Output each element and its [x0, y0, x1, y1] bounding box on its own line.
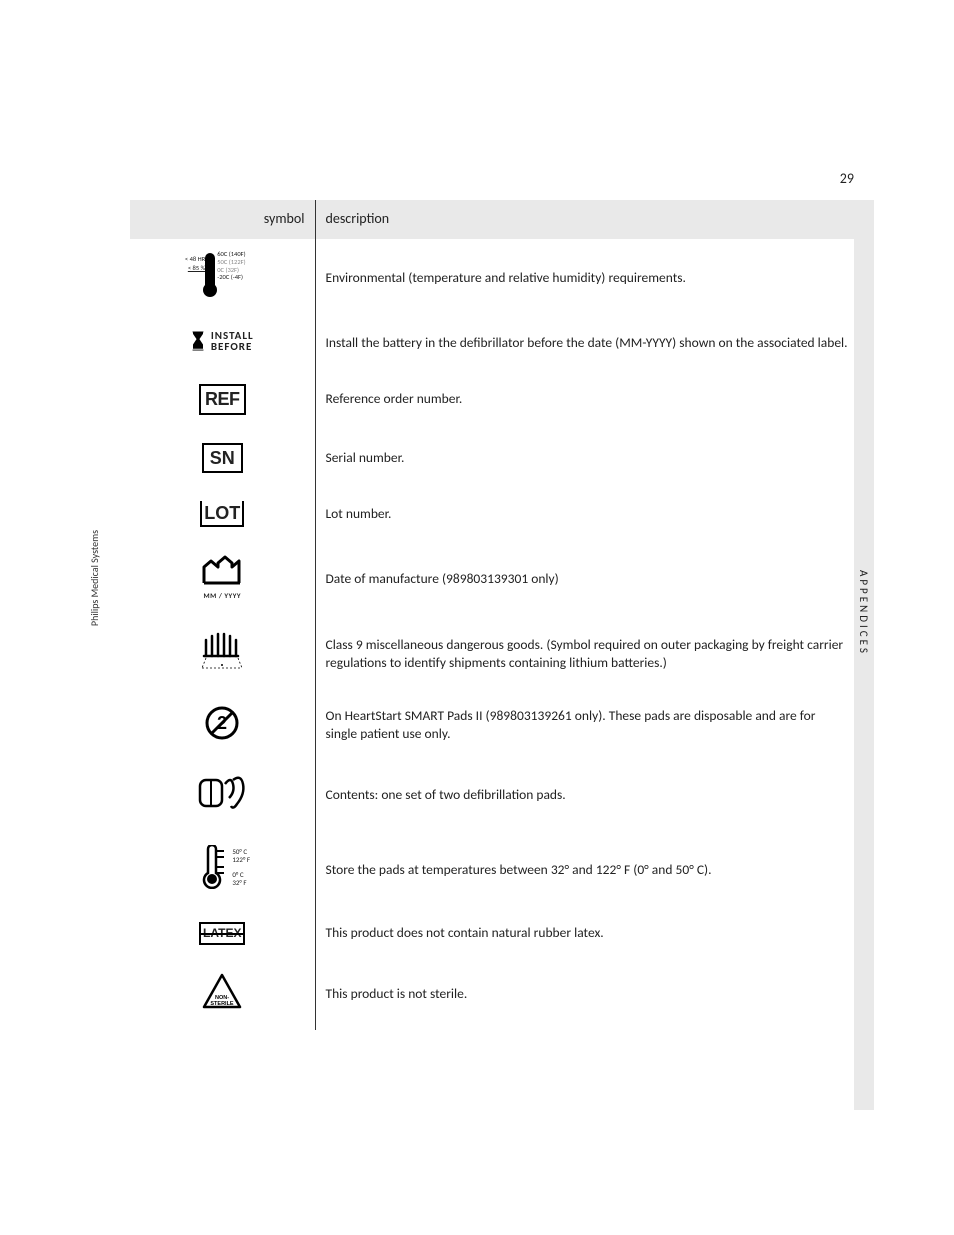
- table: symbol description < 48 HR < 85 %: [130, 200, 860, 1030]
- symbol-cell: 50° C 122° F 0° C 32° F: [130, 831, 315, 908]
- ref-icon: REF: [199, 384, 246, 414]
- latex-free-icon: LATEX: [199, 922, 245, 944]
- lot-icon: LOT: [200, 501, 244, 527]
- table-row: < 48 HR < 85 % 60C (140F) 50C (122F) 0C …: [130, 239, 860, 316]
- table-row: REF Reference order number.: [130, 370, 860, 428]
- table-row: SN Serial number.: [130, 429, 860, 487]
- symbol-glossary-table: symbol description < 48 HR < 85 %: [130, 200, 860, 1030]
- table-row: LOT Lot number.: [130, 487, 860, 541]
- header-description: description: [315, 200, 860, 239]
- table-row: MM / YYYY Date of manufacture (989803139…: [130, 541, 860, 617]
- non-sterile-icon: NON-STERILE: [202, 998, 242, 1015]
- description-cell: On HeartStart SMART Pads II (98980313926…: [315, 691, 860, 760]
- description-cell: Install the battery in the defibrillator…: [315, 316, 860, 370]
- description-cell: This product does not contain natural ru…: [315, 908, 860, 958]
- symbol-cell: LATEX: [130, 908, 315, 958]
- table-header-row: symbol description: [130, 200, 860, 239]
- description-cell: Class 9 miscellaneous dangerous goods. (…: [315, 618, 860, 691]
- storage-temperature-icon: 50° C 122° F 0° C 32° F: [194, 845, 250, 889]
- symbol-cell: [130, 760, 315, 831]
- symbol-cell: < 48 HR < 85 % 60C (140F) 50C (122F) 0C …: [130, 239, 315, 316]
- sn-icon: SN: [202, 443, 243, 473]
- class9-dangerous-goods-icon: [200, 659, 244, 676]
- description-cell: Store the pads at temperatures between 3…: [315, 831, 860, 908]
- symbol-cell: INSTALL BEFORE: [130, 316, 315, 370]
- symbol-cell: SN: [130, 429, 315, 487]
- svg-text:NON-STERILE: NON-STERILE: [211, 995, 235, 1007]
- description-cell: Contents: one set of two defibrillation …: [315, 760, 860, 831]
- defib-pads-set-icon: [197, 799, 247, 816]
- description-cell: Date of manufacture (989803139301 only): [315, 541, 860, 617]
- table-row: INSTALL BEFORE Install the battery in th…: [130, 316, 860, 370]
- symbol-cell: REF: [130, 370, 315, 428]
- page: 29 APPENDICES Philips Medical Systems sy…: [0, 0, 954, 1235]
- table-row: Contents: one set of two defibrillation …: [130, 760, 860, 831]
- description-cell: Environmental (temperature and relative …: [315, 239, 860, 316]
- symbol-cell: NON-STERILE: [130, 959, 315, 1030]
- table-row: 2 On HeartStart SMART Pads II (989803139…: [130, 691, 860, 760]
- date-of-manufacture-icon: MM / YYYY: [202, 555, 242, 603]
- table-row: Class 9 miscellaneous dangerous goods. (…: [130, 618, 860, 691]
- description-cell: Serial number.: [315, 429, 860, 487]
- hourglass-icon: [191, 331, 205, 351]
- environmental-requirements-icon: < 48 HR < 85 % 60C (140F) 50C (122F) 0C …: [177, 253, 267, 297]
- symbol-cell: [130, 618, 315, 691]
- table-row: LATEX This product does not contain natu…: [130, 908, 860, 958]
- page-number: 29: [840, 170, 854, 187]
- publisher-label: Philips Medical Systems: [88, 530, 101, 626]
- symbol-cell: 2: [130, 691, 315, 760]
- symbol-cell: MM / YYYY: [130, 541, 315, 617]
- table-row: 50° C 122° F 0° C 32° F Store the pads a…: [130, 831, 860, 908]
- description-cell: Reference order number.: [315, 370, 860, 428]
- table-row: NON-STERILE This product is not sterile.: [130, 959, 860, 1030]
- header-symbol: symbol: [130, 200, 315, 239]
- do-not-reuse-icon: 2: [204, 728, 240, 745]
- description-cell: This product is not sterile.: [315, 959, 860, 1030]
- symbol-cell: LOT: [130, 487, 315, 541]
- install-before-icon: INSTALL BEFORE: [191, 330, 254, 352]
- description-cell: Lot number.: [315, 487, 860, 541]
